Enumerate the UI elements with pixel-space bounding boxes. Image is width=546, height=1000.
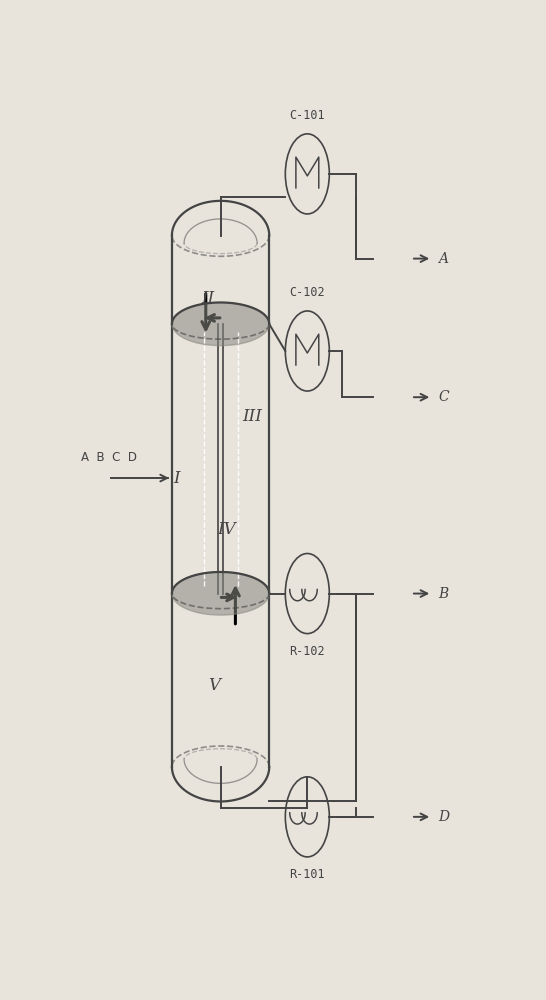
Text: C-102: C-102 xyxy=(289,286,325,299)
Text: IV: IV xyxy=(218,521,236,538)
Text: V: V xyxy=(208,677,220,694)
Text: D: D xyxy=(438,810,450,824)
Polygon shape xyxy=(172,572,269,615)
Text: C: C xyxy=(438,390,449,404)
Text: C-101: C-101 xyxy=(289,109,325,122)
Text: R-101: R-101 xyxy=(289,868,325,881)
Text: A  B  C  D: A B C D xyxy=(81,451,137,464)
Text: B: B xyxy=(438,587,449,601)
Text: R-102: R-102 xyxy=(289,645,325,658)
Text: III: III xyxy=(242,408,262,425)
Text: II: II xyxy=(201,290,215,307)
Polygon shape xyxy=(172,302,269,346)
Text: I: I xyxy=(173,470,180,487)
Text: A: A xyxy=(438,252,448,266)
